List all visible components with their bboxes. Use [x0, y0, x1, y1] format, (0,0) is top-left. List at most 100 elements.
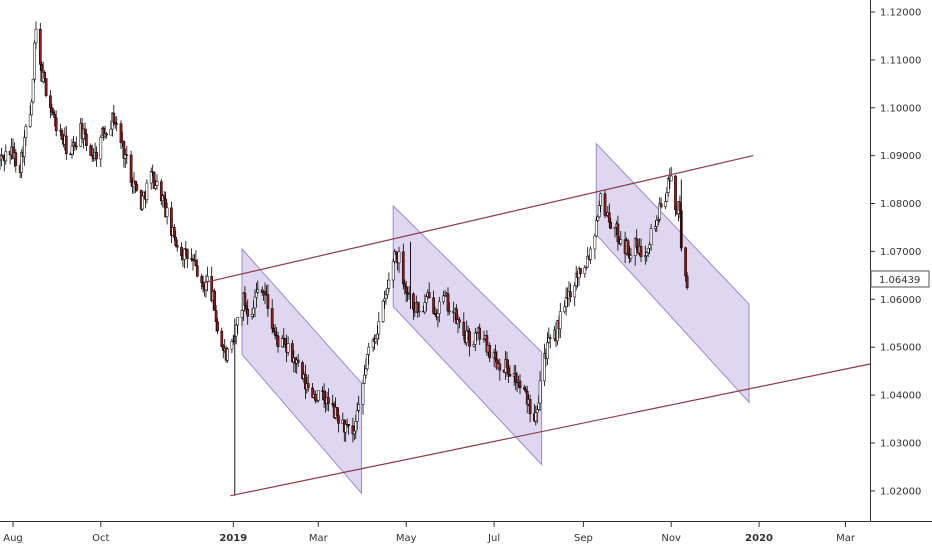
- candle-body-down: [505, 358, 509, 369]
- candle-body-up: [183, 248, 186, 260]
- candle: [458, 317, 461, 329]
- candle-body-down: [73, 142, 77, 147]
- candle-body-down: [60, 130, 64, 140]
- candle: [145, 179, 149, 204]
- candle-body-up: [599, 193, 602, 206]
- candle-body-down: [458, 319, 461, 323]
- parallel-channel-3[interactable]: [595, 142, 750, 404]
- candle: [674, 175, 677, 217]
- time-axis[interactable]: Aug Oct 2019 Mar May Jul Sep Nov 2020 Mar: [3, 522, 856, 544]
- candle: [596, 214, 600, 223]
- candle: [425, 294, 428, 312]
- candle: [639, 238, 643, 263]
- candle-body-up: [436, 313, 440, 318]
- time-tick-label: Oct: [92, 533, 109, 544]
- candle-body-down: [548, 337, 552, 339]
- candle-body-up: [377, 321, 381, 335]
- candle: [535, 405, 539, 424]
- candle-body-down: [272, 328, 276, 333]
- candle: [28, 105, 32, 128]
- candle: [31, 78, 35, 104]
- candle-body-down: [135, 184, 139, 191]
- candle-body-down: [180, 246, 183, 257]
- trendlines-layer: [204, 155, 871, 497]
- candle-body-down: [152, 171, 156, 189]
- candle-body-up: [250, 313, 254, 317]
- candle-body-up: [355, 410, 359, 422]
- candle-body-down: [462, 321, 466, 336]
- candle-body-down: [172, 227, 176, 238]
- candle: [664, 193, 667, 210]
- price-tick-label: 1.05000: [880, 343, 921, 354]
- candle-body-up: [361, 382, 365, 405]
- candle-body-down: [43, 72, 47, 79]
- candle: [64, 125, 68, 160]
- candle-body-up: [442, 295, 445, 303]
- candle-body-up: [538, 380, 542, 404]
- candle: [365, 354, 369, 371]
- candle: [115, 116, 119, 132]
- trendline-1[interactable]: [204, 155, 754, 284]
- candle: [478, 323, 482, 345]
- candle-body-up: [619, 239, 623, 245]
- candle-body-down: [220, 330, 224, 348]
- candle-body-down: [83, 128, 87, 135]
- candle: [246, 299, 250, 325]
- candle-body-up: [381, 300, 385, 322]
- candle-body-up: [286, 343, 290, 353]
- candle-body-up: [226, 348, 229, 361]
- candle-body-down: [64, 135, 68, 155]
- candle-body-up: [34, 28, 38, 44]
- candle: [579, 268, 582, 277]
- candle-body-down: [678, 201, 682, 212]
- candle: [448, 302, 451, 315]
- candle-body-up: [363, 374, 366, 384]
- time-tick-label: 2019: [219, 533, 247, 544]
- candle: [266, 284, 270, 317]
- candle: [195, 259, 199, 278]
- current-price-label: 1.06439: [879, 275, 920, 286]
- candle-body-down: [243, 292, 247, 306]
- candle: [498, 358, 502, 381]
- candle: [607, 203, 611, 228]
- candle-body-down: [200, 276, 204, 283]
- candle: [347, 424, 350, 435]
- candle-body-up: [154, 185, 157, 189]
- candle-body-up: [230, 341, 234, 350]
- candle-body-up: [665, 192, 669, 202]
- candle: [327, 388, 330, 412]
- candle-body-up: [240, 310, 244, 318]
- candle: [344, 420, 348, 442]
- candle-body-up: [255, 292, 258, 298]
- candle-body-up: [357, 404, 361, 411]
- candle: [226, 347, 229, 363]
- candle: [286, 336, 290, 356]
- candle-body-up: [70, 145, 74, 155]
- candle-body-down: [53, 114, 57, 119]
- candle: [129, 150, 133, 187]
- candle-body-up: [387, 279, 391, 289]
- candle-body-up: [155, 181, 159, 186]
- candle-body-down: [327, 397, 330, 404]
- candle: [34, 21, 38, 50]
- candle-body-up: [564, 297, 568, 308]
- trendline-2[interactable]: [230, 363, 871, 497]
- candle: [206, 266, 209, 292]
- candle-body-up: [645, 252, 649, 257]
- candle: [214, 305, 218, 332]
- candle: [573, 282, 577, 307]
- price-axis[interactable]: 1.12000 1.11000 1.10000 1.09000 1.08000 1.070…: [870, 8, 921, 498]
- time-tick-label: Jul: [487, 533, 500, 544]
- candle: [337, 408, 340, 433]
- candle-body-up: [374, 338, 378, 343]
- candle-body-down: [616, 223, 620, 242]
- candle-body-up: [589, 248, 592, 260]
- candle-body-up: [30, 101, 34, 116]
- candle-body-up: [206, 276, 209, 282]
- candle: [243, 286, 247, 312]
- time-tick-label: Aug: [3, 533, 23, 544]
- price-tick-label: 1.06000: [880, 295, 921, 306]
- candle: [105, 131, 108, 139]
- candle-body-down: [125, 154, 129, 156]
